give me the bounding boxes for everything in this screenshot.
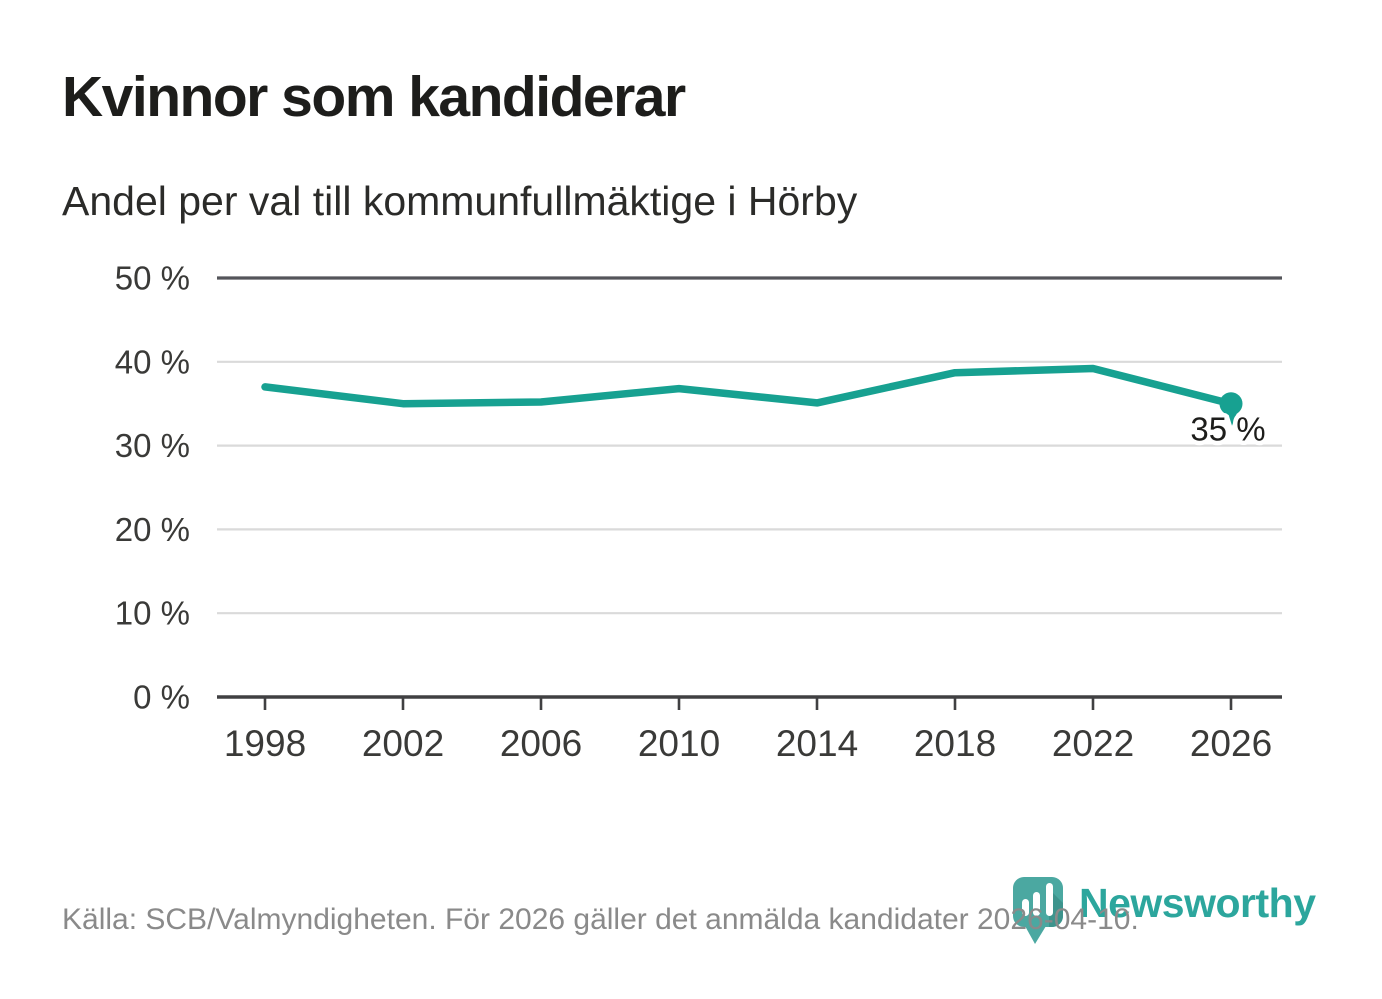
x-axis-tick-label: 2010 (638, 723, 720, 764)
bar-chart-bar-3 (1046, 883, 1053, 916)
pin-tail-shape (1025, 926, 1046, 944)
line-chart: 0 % 10 % 20 % 30 % 40 % 50 % 1998 2002 2006 2010 2… (115, 260, 1282, 764)
x-axis-tick-label: 2014 (776, 723, 858, 764)
data-line-series (261, 364, 1235, 408)
source-note: Källa: SCB/Valmyndigheten. För 2026 gäll… (62, 903, 1139, 936)
y-axis-tick-label: 10 % (115, 595, 190, 632)
newsworthy-pin-icon (1013, 877, 1063, 944)
x-axis-tick-label: 2018 (914, 723, 996, 764)
y-axis-tick-label: 0 % (133, 679, 190, 716)
y-axis-tick-label: 40 % (115, 343, 190, 380)
x-axis-tick-label: 2006 (500, 723, 582, 764)
x-axis-tick-label: 2026 (1190, 723, 1272, 764)
bar-chart-bar-1 (1022, 899, 1029, 916)
y-axis-tick-label: 20 % (115, 511, 190, 548)
end-point-marker (1219, 392, 1243, 416)
x-axis-tick-label: 1998 (224, 723, 306, 764)
bar-chart-bar-2 (1033, 892, 1040, 916)
end-point-value-label: 35 % (1190, 411, 1265, 448)
newsworthy-logo: Newsworthy (1012, 876, 1316, 946)
newsworthy-wordmark: Newsworthy (1079, 880, 1316, 926)
x-axis-tick-label: 2002 (362, 723, 444, 764)
y-axis-tick-label: 30 % (115, 427, 190, 464)
y-axis-tick-label: 50 % (115, 260, 190, 297)
x-axis-tick-label: 2022 (1052, 723, 1134, 764)
page-title: Kvinnor som kandiderar (62, 65, 686, 129)
page-subtitle: Andel per val till kommunfullmäktige i H… (62, 178, 858, 224)
